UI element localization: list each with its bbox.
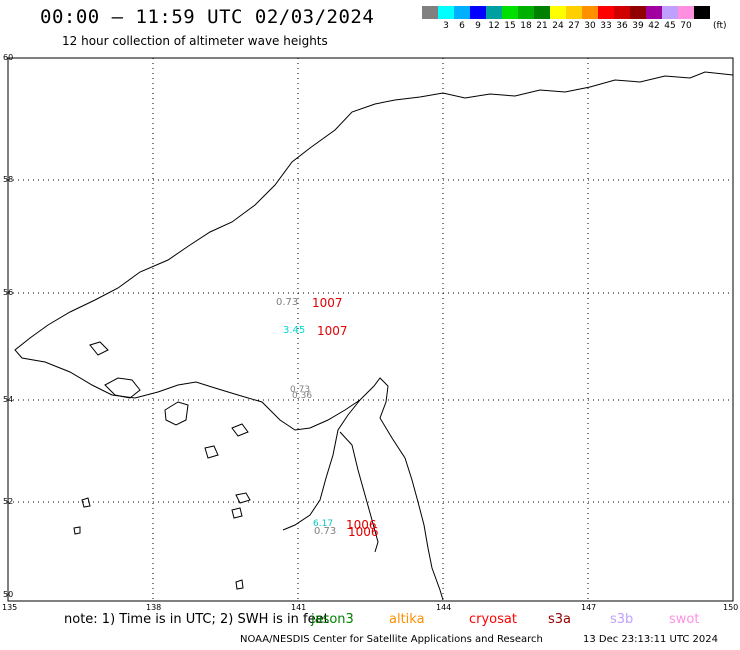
- legend-label: 18: [520, 21, 532, 31]
- legend-label: 36: [616, 21, 628, 31]
- legend-label: 27: [568, 21, 580, 31]
- satellite-cryosat: cryosat: [469, 612, 517, 627]
- legend-swatch: [582, 6, 598, 19]
- legend-swatch: [646, 6, 662, 19]
- legend-label: 33: [600, 21, 612, 31]
- satellite-altika: altika: [389, 612, 425, 627]
- legend-labels: 3 6 9 12 15 18 21 24 27 30 33 36 39 42 4…: [422, 19, 710, 31]
- satellite-swot: swot: [669, 612, 700, 627]
- legend-swatch: [470, 6, 486, 19]
- small-islands: [73, 423, 251, 590]
- latitude-label: 60: [3, 53, 14, 62]
- generation-timestamp: 13 Dec 23:13:11 UTC 2024: [583, 634, 718, 645]
- longitude-label: 150: [723, 603, 739, 612]
- longitude-label: 144: [436, 603, 452, 612]
- legend-label: 45: [664, 21, 676, 31]
- pressure-value: 1007: [312, 296, 343, 310]
- satellite-s3a: s3a: [548, 612, 572, 627]
- legend-label: 12: [488, 21, 500, 31]
- satellite-jason3: jason3: [311, 612, 354, 627]
- longitude-label: 147: [581, 603, 597, 612]
- legend-swatch: [534, 6, 550, 19]
- coastline: [14, 71, 734, 601]
- legend-swatch: [566, 6, 582, 19]
- legend-label: 42: [648, 21, 660, 31]
- wave-height-value: 0.73: [276, 297, 299, 308]
- legend-label: 9: [475, 21, 481, 31]
- latitude-label: 52: [3, 497, 14, 506]
- shantar-islands: [89, 341, 189, 426]
- legend-swatch: [422, 6, 438, 19]
- map-frame: [7, 57, 734, 602]
- legend-label: 15: [504, 21, 516, 31]
- wave-height-value: 3.45: [283, 325, 306, 336]
- map-subtitle: 12 hour collection of altimeter wave hei…: [62, 34, 328, 48]
- longitude-label: 141: [291, 603, 307, 612]
- latitude-label: 50: [3, 590, 14, 599]
- wave-height-value: 0.73: [290, 385, 311, 395]
- legend-swatch: [438, 6, 454, 19]
- legend-swatch: [662, 6, 678, 19]
- latitude-label: 56: [3, 288, 14, 297]
- legend-swatch: [454, 6, 470, 19]
- legend-swatches: [422, 6, 710, 19]
- legend-label: 39: [632, 21, 644, 31]
- latitude-label: 58: [3, 175, 14, 184]
- sakhalin-coast: [282, 399, 379, 553]
- legend-label: 6: [459, 21, 465, 31]
- legend-label: 21: [536, 21, 548, 31]
- footer-note: note: 1) Time is in UTC; 2) SWH is in fe…: [64, 612, 329, 627]
- satellite-s3b: s3b: [610, 612, 634, 627]
- legend-swatch: [614, 6, 630, 19]
- longitude-label: 135: [2, 603, 18, 612]
- longitude-label: 138: [146, 603, 162, 612]
- mainland-coast: [14, 71, 734, 601]
- latitude-label: 54: [3, 395, 14, 404]
- wave-height-value: 0.36: [292, 391, 313, 401]
- legend-label: 30: [584, 21, 596, 31]
- legend-label: 24: [552, 21, 564, 31]
- legend-swatch: [694, 6, 710, 19]
- legend-label: 3: [443, 21, 449, 31]
- legend-swatch: [598, 6, 614, 19]
- pressure-value: 1007: [317, 324, 348, 338]
- legend-unit: (ft): [713, 21, 727, 31]
- legend-swatch: [550, 6, 566, 19]
- pressure-value: 1006: [346, 518, 377, 532]
- credit-line: NOAA/NESDIS Center for Satellite Applica…: [240, 634, 543, 645]
- legend-swatch: [486, 6, 502, 19]
- pressure-value: 1006: [348, 525, 379, 539]
- legend-label: 70: [680, 21, 692, 31]
- map-title: 00:00 – 11:59 UTC 02/03/2024: [40, 6, 375, 28]
- wave-height-value: 0.73: [314, 526, 337, 537]
- legend-swatch: [630, 6, 646, 19]
- wave-height-legend: 3 6 9 12 15 18 21 24 27 30 33 36 39 42 4…: [422, 6, 710, 31]
- legend-swatch: [678, 6, 694, 19]
- legend-swatch: [518, 6, 534, 19]
- legend-swatch: [502, 6, 518, 19]
- wave-height-value: 6.17: [313, 519, 334, 529]
